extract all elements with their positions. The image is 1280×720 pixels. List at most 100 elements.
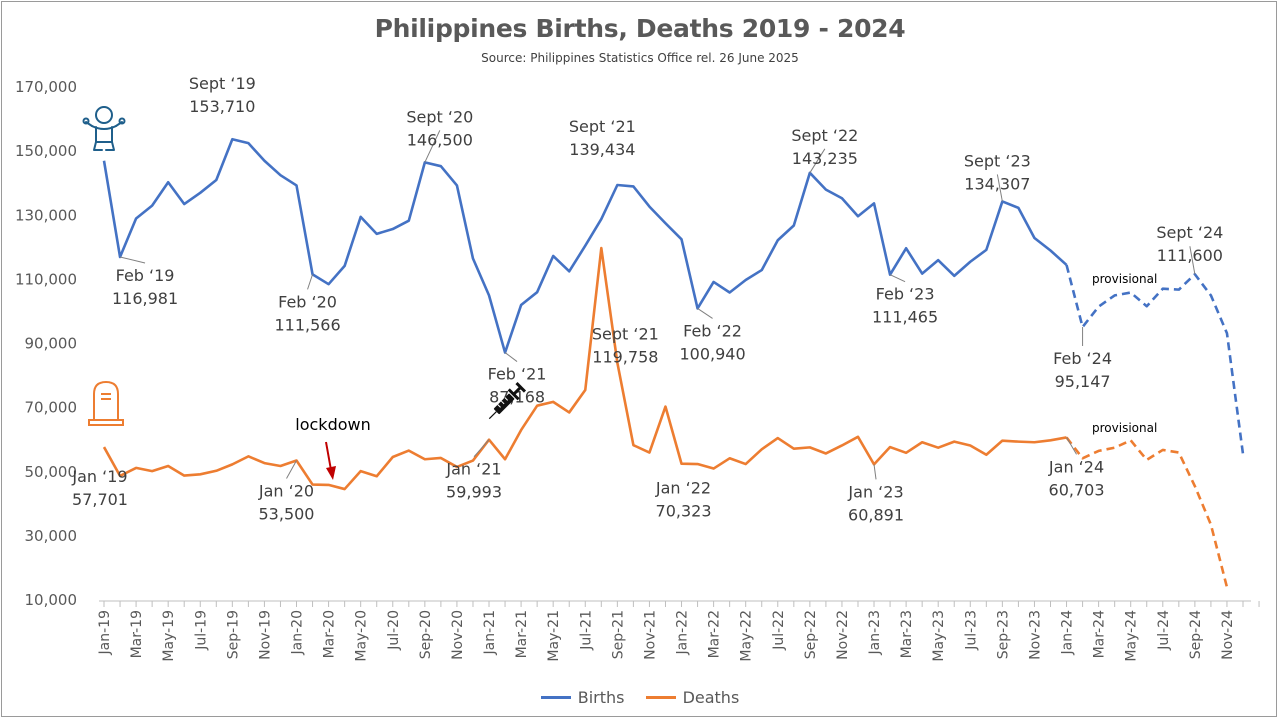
x-tick-label: Jul-24 xyxy=(1156,610,1172,651)
legend-label-deaths: Deaths xyxy=(682,688,740,707)
annotation-value: 116,981 xyxy=(112,289,178,308)
annotation-leader xyxy=(697,308,713,319)
annotation-value: 119,758 xyxy=(592,348,658,367)
annotation-leader xyxy=(809,148,826,174)
annotation-leader xyxy=(873,464,877,480)
annotation-label: Sept ‘24 xyxy=(1156,223,1223,242)
x-tick-label: Sep-22 xyxy=(803,610,819,659)
legend-swatch-deaths xyxy=(645,696,676,699)
annotation-value: 134,307 xyxy=(964,174,1030,193)
annotation-label: Jan ‘24 xyxy=(1048,457,1104,476)
series-line-births-provisional xyxy=(1065,264,1245,455)
gravestone-icon xyxy=(88,380,124,426)
annotation-leader xyxy=(286,460,297,479)
annotation-value: 70,323 xyxy=(656,502,712,521)
chart-title: Philippines Births, Deaths 2019 - 2024 xyxy=(374,14,906,43)
annotation-label: Feb ‘23 xyxy=(876,285,935,304)
x-tick-label: Jul-23 xyxy=(963,610,979,651)
annotation-label: Sept ‘21 xyxy=(569,117,636,136)
annotation-value: 100,940 xyxy=(679,344,745,363)
annotation-value: 60,703 xyxy=(1049,480,1105,499)
legend-label-births: Births xyxy=(577,688,625,707)
annotation-label: Sept ‘21 xyxy=(592,325,659,344)
annotation-label: Feb ‘24 xyxy=(1053,349,1112,368)
annotation-value: 95,147 xyxy=(1055,372,1111,391)
annotation-leader xyxy=(119,256,146,264)
x-tick-label: Mar-21 xyxy=(514,610,530,658)
annotation-value: 53,500 xyxy=(259,505,315,524)
x-axis: Jan-19 Mar-19 May-19 Jul-19 Sep-19 Nov-19 Jan-… xyxy=(97,600,1260,662)
annotation-value: 111,566 xyxy=(274,315,340,334)
annotation-leader xyxy=(424,130,441,163)
annotation-value: 143,235 xyxy=(792,149,858,168)
baby-icon xyxy=(82,106,126,151)
x-tick-label: Jan-24 xyxy=(1060,610,1076,656)
x-tick-label: Jan-22 xyxy=(675,610,691,655)
provisional-deaths-note: provisional xyxy=(1092,421,1157,435)
x-tick-label: Jul-19 xyxy=(193,610,209,651)
legend-swatch-births xyxy=(540,696,571,699)
series-line-deaths-provisional xyxy=(1065,436,1229,588)
x-tick-label: Sep-19 xyxy=(225,610,241,659)
x-tick-label: Nov-19 xyxy=(257,610,273,660)
annotation-value: 139,434 xyxy=(569,140,635,159)
x-tick-label: May-23 xyxy=(931,610,947,662)
x-tick-label: Nov-23 xyxy=(1027,610,1043,660)
annotation-value: 111,465 xyxy=(872,308,938,327)
y-tick-label: 70,000 xyxy=(25,399,78,417)
annotation-label: Jan ‘20 xyxy=(258,482,314,501)
y-tick-label: 130,000 xyxy=(15,206,77,224)
x-tick-label: Sep-24 xyxy=(1188,610,1204,659)
x-tick-label: Mar-23 xyxy=(899,610,915,658)
x-tick-label: Jan-21 xyxy=(482,610,498,655)
annotation-value: 57,701 xyxy=(72,490,128,509)
annotation-label: Jan ‘21 xyxy=(445,460,501,479)
arrow-down-icon xyxy=(325,441,336,480)
annotation-label: Feb ‘22 xyxy=(683,321,742,340)
x-tick-label: Mar-24 xyxy=(1092,610,1108,658)
x-tick-label: May-19 xyxy=(161,610,177,662)
x-tick-label: Nov-22 xyxy=(835,610,851,660)
annotation-label: Jan ‘22 xyxy=(655,479,711,498)
provisional-births-note: provisional xyxy=(1092,272,1157,286)
annotation-label: Feb ‘19 xyxy=(116,266,175,285)
legend-item-deaths: Deaths xyxy=(645,688,740,707)
x-tick-label: Jul-21 xyxy=(578,610,594,651)
annotation-value: 153,710 xyxy=(189,97,255,116)
series-layer xyxy=(102,137,1245,588)
y-axis: 10,000 30,000 50,000 70,000 90,000 110,000 130… xyxy=(15,78,77,609)
x-tick-label: Mar-20 xyxy=(322,610,338,658)
legend: Births Deaths xyxy=(0,684,1280,707)
x-tick-label: Nov-24 xyxy=(1220,610,1236,660)
annotation-value: 111,600 xyxy=(1157,246,1223,265)
annotation-label: Feb ‘20 xyxy=(278,292,337,311)
annotation-leader xyxy=(1189,246,1196,275)
y-tick-label: 30,000 xyxy=(25,527,78,545)
syringe-icon xyxy=(488,381,527,420)
y-tick-label: 110,000 xyxy=(15,270,77,288)
legend-item-births: Births xyxy=(540,688,625,707)
x-tick-label: Sep-20 xyxy=(418,610,434,659)
x-tick-label: Jan-23 xyxy=(867,610,883,655)
annotation-label: Sept ‘22 xyxy=(791,126,858,145)
annotation-leader xyxy=(889,274,906,283)
y-tick-label: 90,000 xyxy=(25,335,78,353)
annotation-label: Sept ‘19 xyxy=(189,74,256,93)
chart-subtitle: Source: Philippines Statistics Office re… xyxy=(481,51,799,65)
x-tick-label: May-21 xyxy=(546,610,562,662)
x-tick-label: Jan-19 xyxy=(97,610,113,655)
annotation-value: 59,993 xyxy=(446,483,502,502)
x-tick-label: Jul-22 xyxy=(771,610,787,651)
x-tick-label: Nov-20 xyxy=(450,610,466,660)
annotation-layer: Sept ‘19 153,710 Feb ‘19 116,981 Sept ‘20 146… xyxy=(71,74,1223,524)
annotation-leader xyxy=(996,174,1003,202)
annotation-leader xyxy=(307,274,314,290)
y-tick-label: 10,000 xyxy=(25,591,78,609)
annotation-label: Feb ‘21 xyxy=(488,365,547,384)
x-tick-label: May-20 xyxy=(354,610,370,662)
series-line-births xyxy=(102,137,1068,354)
annotation-label: Jan ‘19 xyxy=(71,467,127,486)
annotation-leader xyxy=(473,439,490,458)
